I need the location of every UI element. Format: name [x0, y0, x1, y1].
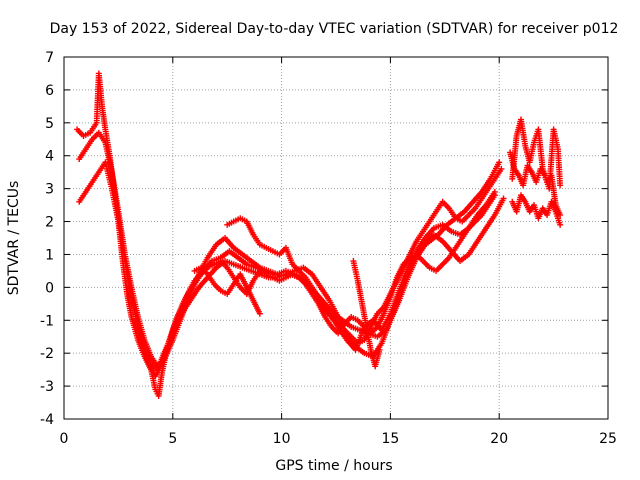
plot-frame	[63, 56, 609, 420]
y-tick-label: -1	[40, 313, 54, 329]
y-tick-label: 0	[45, 280, 54, 296]
y-tick-label: -2	[40, 346, 54, 362]
y-tick-label: 2	[45, 215, 54, 231]
data-point	[496, 159, 503, 166]
data-point	[256, 310, 263, 317]
y-tick-label: 7	[45, 50, 54, 66]
x-tick-label: 5	[168, 431, 177, 447]
x-axis-label: GPS time / hours	[275, 458, 392, 474]
data-point	[557, 211, 564, 218]
data-point	[376, 346, 383, 353]
y-axis-label: SDTVAR / TECUs	[6, 181, 22, 296]
data-point	[557, 221, 564, 228]
x-tick-label: 20	[490, 431, 508, 447]
x-tick-label: 15	[381, 431, 399, 447]
y-tick-label: -3	[40, 379, 54, 395]
x-tick-label: 10	[273, 431, 291, 447]
x-tick-label: 25	[599, 431, 617, 447]
data-point	[500, 195, 507, 202]
y-tick-label: 3	[45, 182, 54, 198]
grid-lines	[64, 57, 608, 419]
y-tick-label: 6	[45, 83, 54, 99]
data-point	[491, 192, 498, 199]
data-points	[74, 70, 564, 399]
x-tick-label: 0	[60, 431, 69, 447]
y-tick-label: 5	[45, 116, 54, 132]
data-point	[498, 165, 505, 172]
data-point	[557, 182, 564, 189]
chart-title: Day 153 of 2022, Sidereal Day-to-day VTE…	[50, 21, 619, 37]
y-tick-label: -4	[40, 412, 54, 428]
y-tick-label: 4	[45, 149, 54, 165]
y-tick-label: 1	[45, 247, 54, 263]
axis-ticks: 0 5 10 15 20 25 -4 -3 -2 -1 0 1 2 3 4 5 6 7	[40, 50, 617, 447]
